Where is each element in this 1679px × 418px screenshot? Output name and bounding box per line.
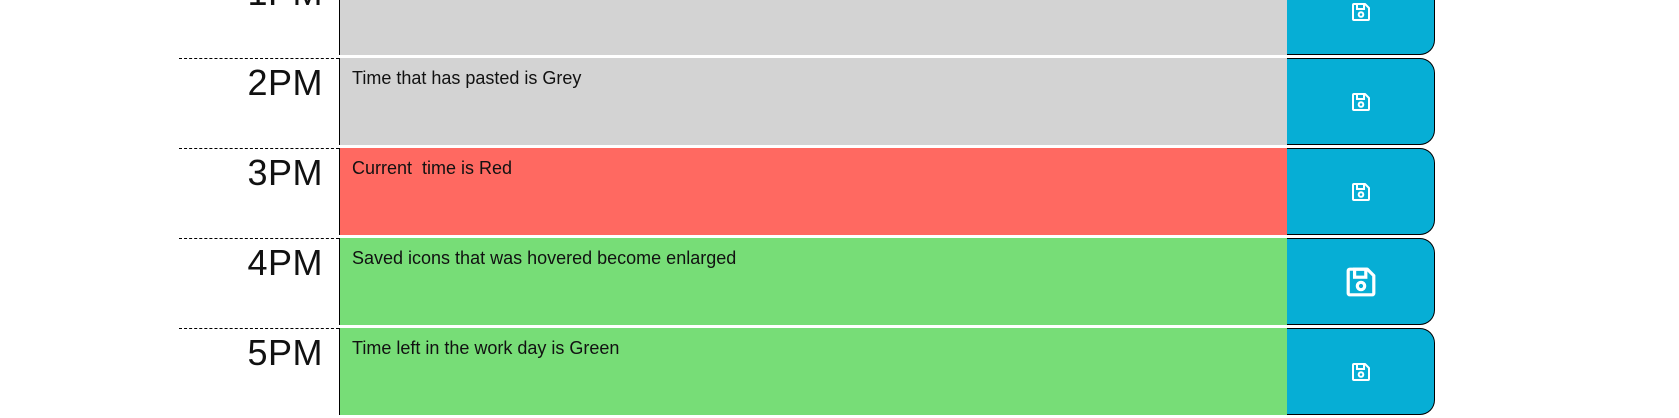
save-button[interactable] [1287,148,1435,235]
hour-column: 4PM [179,238,339,327]
time-block-1pm: 1PM [0,0,1679,58]
time-block-3pm: 3PM Current time is Red [0,148,1679,238]
time-block-5pm: 5PM Time left in the work day is Green [0,328,1679,418]
hour-column: 3PM [179,148,339,237]
save-button[interactable] [1287,238,1435,325]
description-text: Current time is Red [352,158,513,178]
floppy-disk-icon [1345,266,1377,298]
hour-column: 2PM [179,58,339,147]
description-textarea[interactable]: Time left in the work day is Green [339,328,1288,415]
hour-column: 1PM [179,0,339,57]
save-button[interactable] [1287,0,1435,55]
save-button[interactable] [1287,328,1435,415]
time-block-4pm: 4PM Saved icons that was hovered become … [0,238,1679,328]
description-textarea[interactable]: Time that has pasted is Grey [339,58,1288,145]
time-block-2pm: 2PM Time that has pasted is Grey [0,58,1679,148]
description-textarea[interactable]: Current time is Red [339,148,1288,235]
save-button[interactable] [1287,58,1435,145]
floppy-disk-icon [1351,2,1371,22]
hour-label: 4PM [247,242,323,283]
hour-label: 5PM [247,332,323,373]
description-textarea[interactable]: Saved icons that was hovered become enla… [339,238,1288,325]
floppy-disk-icon [1351,362,1371,382]
hour-label: 2PM [247,62,323,103]
description-text: Saved icons that was hovered become enla… [352,248,737,268]
description-textarea[interactable] [339,0,1288,55]
description-text: Time left in the work day is Green [352,338,620,358]
hour-label: 1PM [247,0,323,15]
floppy-disk-icon [1351,182,1371,202]
floppy-disk-icon [1351,92,1371,112]
hour-column: 5PM [179,328,339,417]
hour-label: 3PM [247,152,323,193]
description-text: Time that has pasted is Grey [352,68,582,88]
